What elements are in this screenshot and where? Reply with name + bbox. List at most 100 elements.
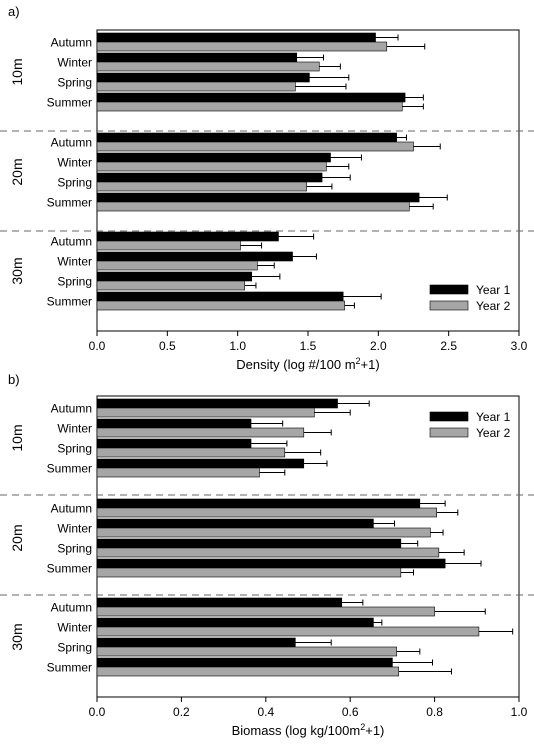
x-axis-title-main: Biomass (log kg/100m (232, 723, 361, 738)
legend: Year 1 Year 2 (429, 283, 511, 313)
category-label: Autumn (51, 36, 92, 50)
bar (96, 81, 296, 92)
bar (96, 597, 343, 608)
panel-label: a) (8, 4, 20, 19)
bar (96, 398, 338, 409)
bar (96, 467, 260, 478)
bar (96, 72, 310, 83)
legend-label: Year 1 (476, 410, 511, 424)
x-tick-label: 1.0 (229, 339, 246, 353)
category-label: Spring (57, 442, 92, 456)
chart-panel-2: b) Autumn Winter Spring Summer 10m Autumn Winte… (0, 372, 534, 738)
legend-swatch (429, 300, 469, 311)
x-tick-label: 0.8 (426, 705, 443, 719)
legend-swatch (429, 284, 469, 295)
category-label: Autumn (51, 136, 92, 150)
category-label: Summer (47, 96, 92, 110)
bar (96, 617, 374, 628)
x-tick-label: 0.0 (89, 705, 106, 719)
bar (96, 458, 305, 469)
x-tick-label: 0.6 (342, 705, 359, 719)
bar (96, 231, 279, 242)
bar (96, 666, 400, 677)
x-axis-title-main: Density (log #/100 m (236, 357, 355, 372)
bar (96, 172, 323, 183)
category-label: Autumn (51, 601, 92, 615)
category-label: Summer (47, 562, 92, 576)
category-label: Spring (57, 641, 92, 655)
bar (96, 527, 431, 538)
bar (96, 558, 446, 569)
legend-label: Year 1 (476, 283, 511, 297)
bar (96, 427, 305, 438)
bar (96, 271, 253, 282)
group-label: 30m (9, 623, 25, 650)
legend: Year 1 Year 2 (429, 410, 511, 440)
bar (96, 291, 344, 302)
bar (96, 240, 241, 251)
x-tick-label: 1.0 (511, 705, 528, 719)
group-label: 10m (9, 58, 25, 85)
category-label: Spring (57, 76, 92, 90)
x-tick-label: 0.2 (173, 705, 190, 719)
group-label: 20m (9, 524, 25, 551)
legend-swatch (429, 411, 469, 422)
bar (96, 192, 420, 203)
bar (96, 657, 393, 668)
category-label: Winter (57, 255, 92, 269)
bar (96, 438, 252, 449)
category-label: Spring (57, 275, 92, 289)
bar (96, 152, 331, 163)
category-label: Summer (47, 661, 92, 675)
group-label: 20m (9, 158, 25, 185)
panel-label: b) (8, 372, 20, 387)
bar (96, 101, 403, 112)
category-label: Summer (47, 462, 92, 476)
category-label: Autumn (51, 502, 92, 516)
bar (96, 447, 286, 458)
bar (96, 141, 414, 152)
bar (96, 518, 374, 529)
chart-panel-1: a) Autumn Winter Spring Summer 10m Autumn Winte… (0, 4, 534, 372)
bar (96, 418, 252, 429)
category-label: Winter (57, 522, 92, 536)
bar (96, 547, 440, 558)
x-tick-label: 0.4 (257, 705, 274, 719)
bar (96, 280, 245, 291)
x-tick-label: 1.5 (300, 339, 317, 353)
x-axis-title: Density (log #/100 m2+1) (236, 356, 379, 372)
bar (96, 181, 307, 192)
legend-label: Year 2 (476, 426, 511, 440)
category-label: Winter (57, 56, 92, 70)
bar (96, 32, 376, 43)
x-axis-title: Biomass (log kg/100m2+1) (232, 722, 385, 738)
x-tick-label: 3.0 (511, 339, 528, 353)
bar (96, 567, 402, 578)
x-axis-title-sup: 2 (360, 722, 365, 732)
bar (96, 606, 435, 617)
category-label: Spring (57, 542, 92, 556)
bar (96, 646, 397, 657)
category-label: Summer (47, 295, 92, 309)
category-label: Autumn (51, 235, 92, 249)
x-tick-label: 2.0 (370, 339, 387, 353)
bar (96, 92, 406, 103)
x-axis-title-sup: 2 (356, 356, 361, 366)
bar (96, 407, 315, 418)
category-label: Winter (57, 621, 92, 635)
bar (96, 61, 320, 72)
legend-label: Year 2 (476, 299, 511, 313)
category-label: Autumn (51, 402, 92, 416)
bar (96, 41, 388, 52)
bar (96, 52, 298, 63)
bar (96, 498, 421, 509)
bar (96, 300, 345, 311)
category-label: Summer (47, 196, 92, 210)
x-tick-label: 2.5 (440, 339, 457, 353)
bar (96, 201, 410, 212)
x-tick-label: 0.0 (89, 339, 106, 353)
category-label: Spring (57, 176, 92, 190)
bar (96, 626, 480, 637)
legend-swatch (429, 427, 469, 438)
